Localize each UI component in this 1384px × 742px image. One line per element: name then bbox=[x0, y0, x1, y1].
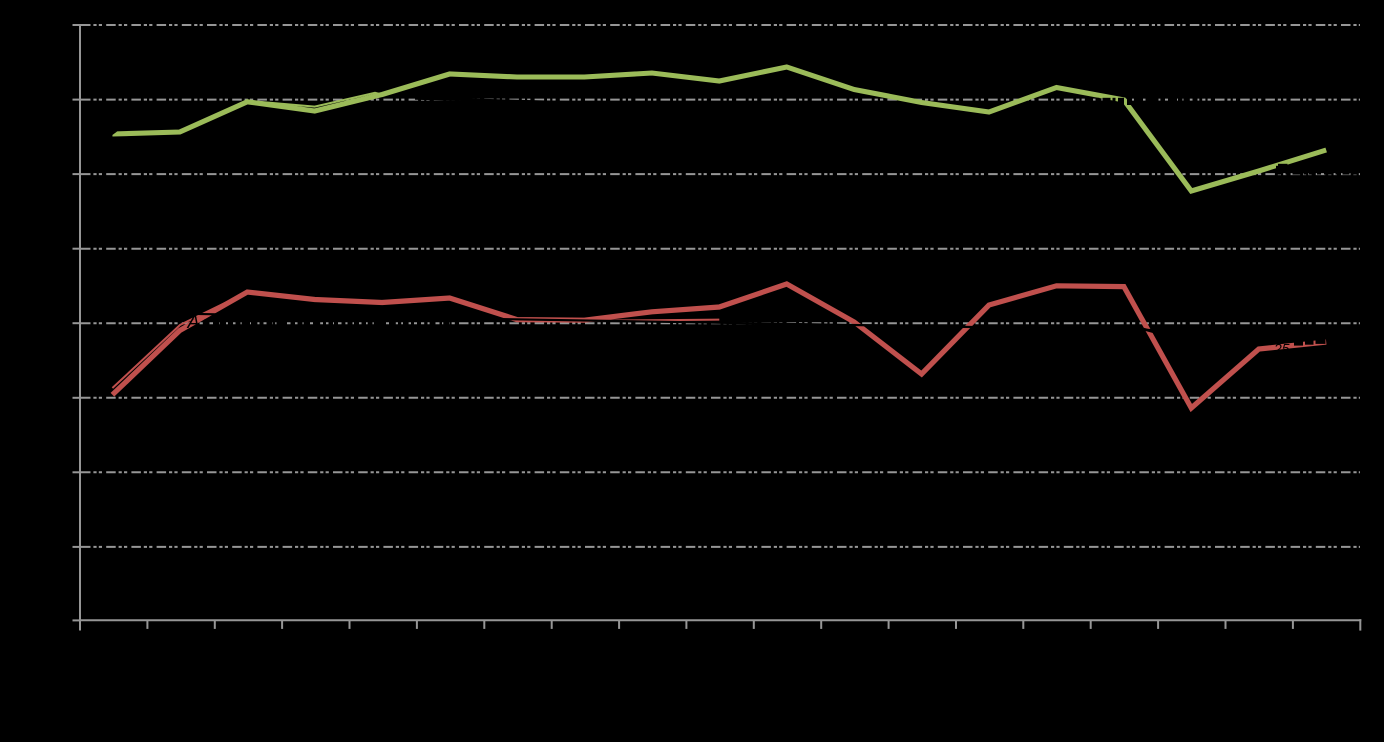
svg-text:25: 25 bbox=[1273, 341, 1290, 357]
svg-text:A: A bbox=[187, 312, 200, 332]
